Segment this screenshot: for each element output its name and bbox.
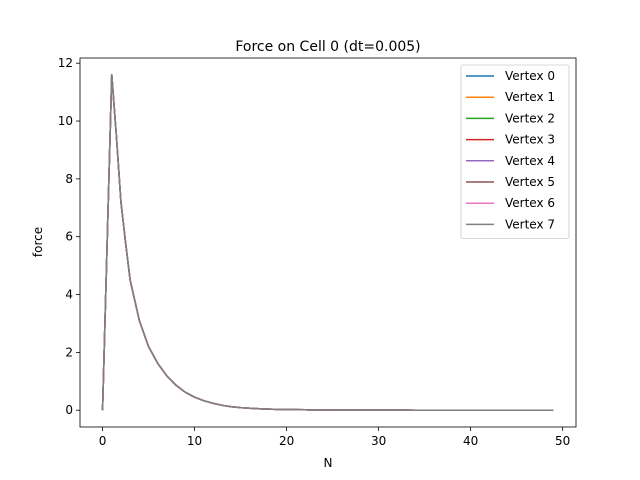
y-tick-label: 6 bbox=[65, 230, 73, 244]
y-axis: 0 2 4 6 8 10 12 bbox=[58, 56, 80, 417]
y-tick-label: 4 bbox=[65, 288, 73, 302]
legend-label-vertex-0: Vertex 0 bbox=[505, 69, 555, 83]
legend-label-vertex-6: Vertex 6 bbox=[505, 196, 555, 210]
x-tick-label: 10 bbox=[187, 434, 202, 448]
legend-label-vertex-7: Vertex 7 bbox=[505, 217, 555, 231]
x-tick-label: 0 bbox=[99, 434, 107, 448]
legend-label-vertex-1: Vertex 1 bbox=[505, 90, 555, 104]
x-tick-label: 50 bbox=[555, 434, 570, 448]
legend-label-vertex-3: Vertex 3 bbox=[505, 133, 555, 147]
legend: Vertex 0 Vertex 1 Vertex 2 Vertex 3 Vertex 4… bbox=[460, 64, 570, 240]
y-tick-label: 0 bbox=[65, 403, 73, 417]
legend-label-vertex-5: Vertex 5 bbox=[505, 175, 555, 189]
x-tick-label: 20 bbox=[279, 434, 294, 448]
y-tick-label: 12 bbox=[58, 56, 73, 70]
x-tick-label: 40 bbox=[463, 434, 478, 448]
y-tick-label: 2 bbox=[65, 345, 73, 359]
legend-label-vertex-4: Vertex 4 bbox=[505, 154, 555, 168]
y-tick-label: 10 bbox=[58, 114, 73, 128]
y-tick-label: 8 bbox=[65, 172, 73, 186]
legend-box bbox=[460, 64, 570, 240]
series-layer bbox=[101, 74, 554, 411]
x-tick-label: 30 bbox=[371, 434, 386, 448]
x-axis-label: N bbox=[324, 456, 333, 470]
x-axis: 0 10 20 30 40 50 bbox=[99, 427, 570, 448]
y-axis-label: force bbox=[31, 227, 45, 257]
plot-frame bbox=[79, 57, 577, 428]
series-line-vertex-7 bbox=[101, 74, 554, 411]
chart-title: Force on Cell 0 (dt=0.005) bbox=[235, 39, 420, 55]
legend-label-vertex-2: Vertex 2 bbox=[505, 111, 555, 125]
